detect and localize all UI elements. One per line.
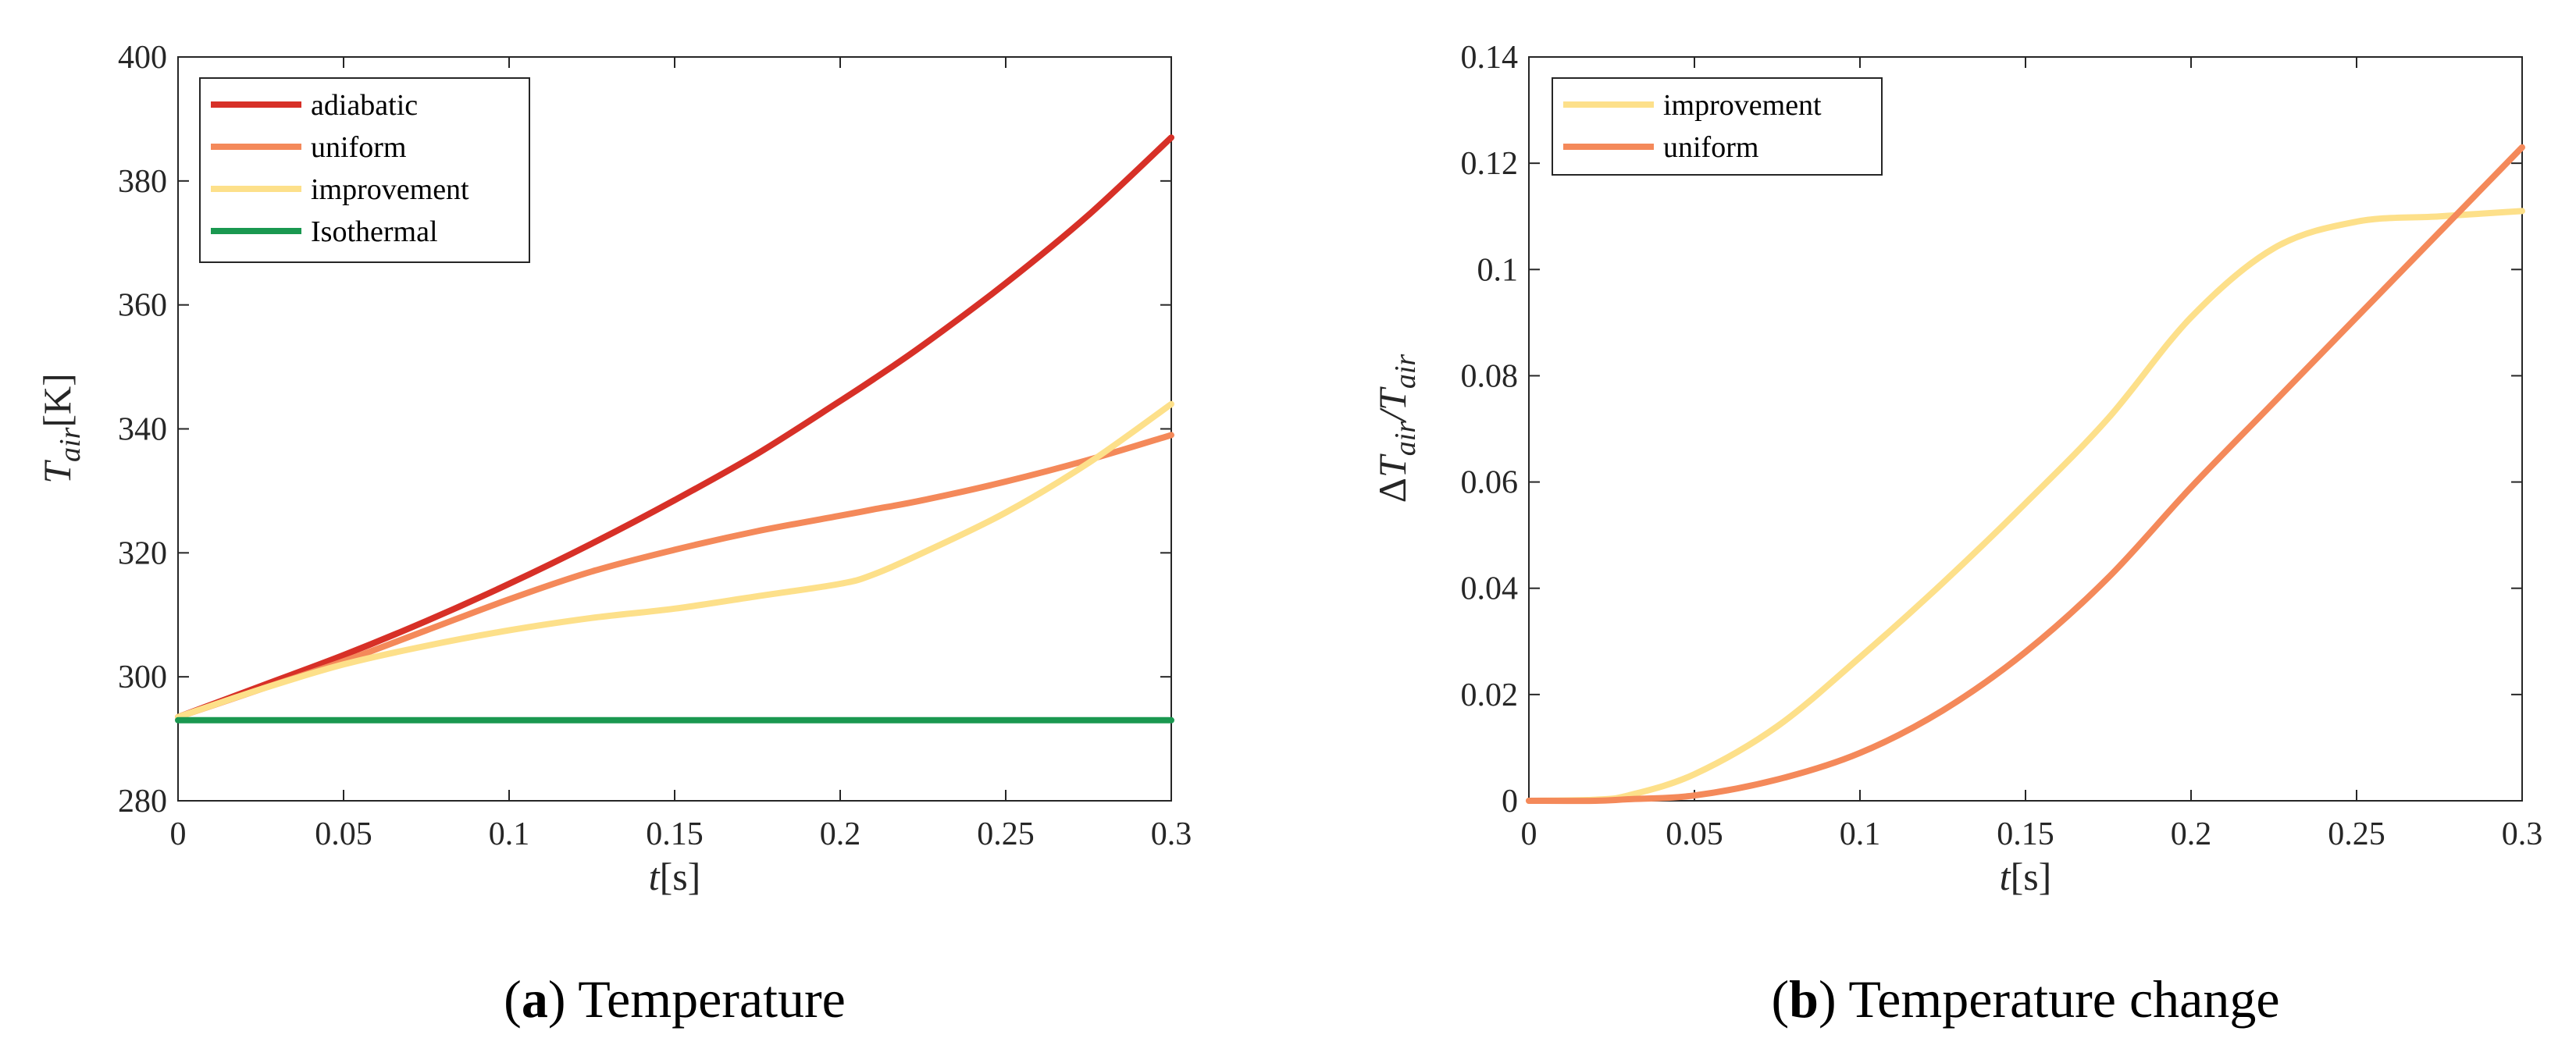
y-axis-label-var2: T bbox=[1370, 386, 1414, 411]
y-tick-label: 0.1 bbox=[1477, 252, 1519, 288]
y-axis-label-var: T bbox=[1370, 453, 1414, 478]
legend-label-isothermal: Isothermal bbox=[311, 215, 438, 248]
x-tick-label: 0.3 bbox=[1151, 816, 1192, 852]
x-axis-label-var: t bbox=[2000, 855, 2011, 898]
y-axis-label-sub2: air bbox=[1389, 354, 1422, 389]
y-tick-label: 280 bbox=[118, 784, 167, 820]
legend-box bbox=[1552, 77, 1883, 176]
caption-open: ( bbox=[1771, 969, 1789, 1029]
legend-entries: improvement uniform bbox=[1563, 89, 1822, 164]
legend: adiabatic uniform improvement Isothermal bbox=[199, 77, 530, 263]
y-tick-label: 0.06 bbox=[1461, 465, 1519, 501]
x-tick-label: 0.2 bbox=[2171, 816, 2212, 852]
y-axis-label-var: T bbox=[35, 460, 79, 484]
series-line-adiabatic bbox=[175, 134, 1174, 720]
y-tick-label: 380 bbox=[118, 164, 167, 200]
y-axis-label: ΔTair/Tair bbox=[1370, 354, 1422, 503]
panel-temperature-change: 0 0.05 0.1 0.15 0.2 0.25 0.3 0 0.02 0.04 0.06 0.08 0… bbox=[1370, 40, 2542, 1029]
x-tick-label: 0.1 bbox=[489, 816, 530, 852]
y-tick-label: 340 bbox=[118, 412, 167, 448]
legend: improvement uniform bbox=[1552, 77, 1883, 176]
series-line-uniform bbox=[175, 432, 1174, 720]
caption-text: Temperature change bbox=[1848, 969, 2279, 1029]
x-tick-label: 0.05 bbox=[315, 816, 372, 852]
y-tick-label: 400 bbox=[118, 40, 167, 76]
y-tick-label: 360 bbox=[118, 288, 167, 324]
legend-entries: adiabatic uniform improvement Isothermal bbox=[211, 89, 469, 248]
series-layer bbox=[1526, 144, 2525, 805]
x-tick-label: 0 bbox=[1521, 816, 1537, 852]
caption-close: ) bbox=[548, 969, 578, 1029]
y-tick-label: 0.12 bbox=[1461, 146, 1519, 182]
legend-label-uniform: uniform bbox=[311, 131, 406, 164]
series-line-uniform bbox=[1526, 144, 2525, 805]
x-tick-label: 0.15 bbox=[646, 816, 704, 852]
x-tick-label: 0 bbox=[170, 816, 187, 852]
x-tick-label: 0.05 bbox=[1666, 816, 1723, 852]
series-layer bbox=[175, 134, 1174, 724]
axis-ticks: 0 0.05 0.1 0.15 0.2 0.25 0.3 0 0.02 0.04 0.06 0.08 0… bbox=[1461, 40, 2543, 852]
y-tick-label: 0 bbox=[1502, 784, 1518, 820]
y-axis-label: Tair[K] bbox=[35, 373, 87, 484]
legend-label-adiabatic: adiabatic bbox=[311, 89, 418, 122]
y-axis-label-unit: [K] bbox=[35, 373, 79, 427]
panel-caption: (b) Temperature change bbox=[1771, 969, 2279, 1029]
x-tick-label: 0.25 bbox=[977, 816, 1035, 852]
x-axis-label-unit: [s] bbox=[660, 855, 701, 898]
panel-temperature: 0 0.05 0.1 0.15 0.2 0.25 0.3 280 300 320 340 360 380… bbox=[35, 40, 1192, 1029]
caption-letter: b bbox=[1789, 969, 1819, 1029]
y-tick-label: 0.04 bbox=[1461, 571, 1519, 607]
y-tick-label: 320 bbox=[118, 535, 167, 571]
legend-label-improvement: improvement bbox=[311, 173, 469, 206]
x-axis-label-var: t bbox=[649, 855, 661, 898]
y-tick-label: 300 bbox=[118, 660, 167, 695]
y-axis-label-slash: / bbox=[1370, 407, 1414, 424]
plot-area bbox=[1528, 56, 2523, 802]
x-tick-label: 0.2 bbox=[820, 816, 861, 852]
panel-caption: (a) Temperature bbox=[504, 969, 846, 1029]
x-tick-label: 0.3 bbox=[2502, 816, 2543, 852]
x-axis-label: t[s] bbox=[649, 855, 701, 898]
caption-letter: a bbox=[522, 969, 548, 1029]
y-tick-label: 0.14 bbox=[1461, 40, 1519, 76]
series-line-improvement bbox=[175, 400, 1174, 720]
x-axis-label: t[s] bbox=[2000, 855, 2052, 898]
series-line-improvement bbox=[1526, 208, 2525, 804]
y-axis-label-sub: air bbox=[54, 427, 87, 462]
y-tick-label: 0.02 bbox=[1461, 677, 1519, 713]
caption-open: ( bbox=[504, 969, 522, 1029]
x-tick-label: 0.25 bbox=[2328, 816, 2385, 852]
axis-ticks: 0 0.05 0.1 0.15 0.2 0.25 0.3 280 300 320 340 360 380… bbox=[118, 40, 1192, 852]
y-tick-label: 0.08 bbox=[1461, 358, 1519, 394]
legend-label-uniform: uniform bbox=[1663, 131, 1758, 164]
legend-label-improvement: improvement bbox=[1663, 89, 1822, 122]
caption-text: Temperature bbox=[578, 969, 846, 1029]
y-axis-label-delta: Δ bbox=[1370, 478, 1414, 503]
x-tick-label: 0.1 bbox=[1840, 816, 1881, 852]
x-tick-label: 0.15 bbox=[1997, 816, 2054, 852]
y-axis-label-sub: air bbox=[1389, 421, 1422, 457]
caption-close: ) bbox=[1819, 969, 1848, 1029]
x-axis-label-unit: [s] bbox=[2011, 855, 2052, 898]
